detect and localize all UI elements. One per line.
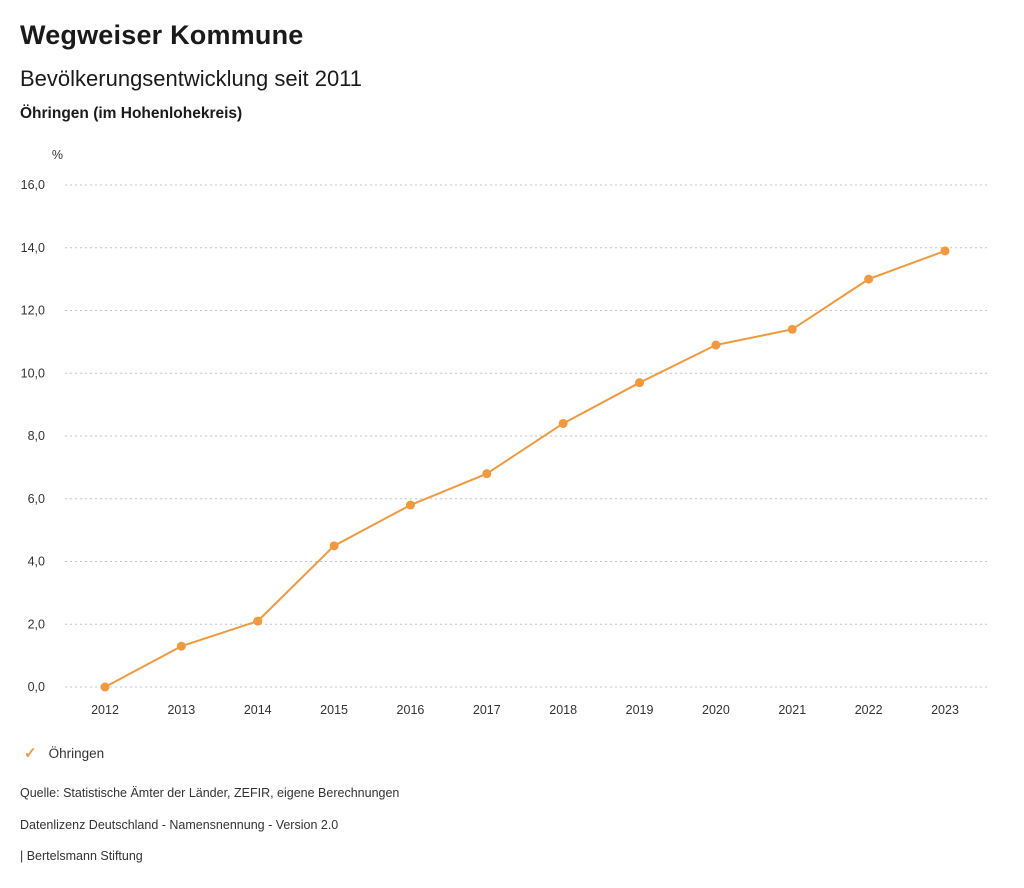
- data-point[interactable]: [940, 246, 950, 256]
- data-point[interactable]: [787, 324, 797, 334]
- page-title: Wegweiser Kommune: [20, 20, 304, 50]
- x-tick-label: 2020: [702, 703, 730, 717]
- chart-subtitle: Bevölkerungsentwicklung seit 2011: [20, 66, 363, 91]
- y-tick-label: 4,0: [28, 555, 45, 569]
- data-point[interactable]: [482, 469, 492, 479]
- x-tick-label: 2017: [473, 703, 501, 717]
- y-axis-unit-label: %: [52, 148, 63, 162]
- y-tick-label: 6,0: [28, 492, 45, 506]
- data-point[interactable]: [635, 378, 645, 388]
- legend-label: Öhringen: [48, 746, 105, 761]
- x-tick-label: 2016: [397, 703, 425, 717]
- data-point[interactable]: [711, 340, 721, 350]
- x-tick-label: 2013: [167, 703, 195, 717]
- y-tick-label: 0,0: [28, 680, 45, 694]
- attribution-text: | Bertelsmann Stiftung: [20, 849, 143, 863]
- x-tick-label: 2019: [626, 703, 654, 717]
- y-tick-label: 8,0: [28, 429, 45, 443]
- x-tick-label: 2023: [931, 703, 959, 717]
- chart-svg: % 0,0 2,0 4,0 6,0 8,0 10,0 12,0 14,0 16,0 2012 201…: [21, 148, 990, 717]
- y-tick-label: 14,0: [21, 241, 45, 255]
- legend: ✓ Öhringen: [24, 746, 104, 761]
- data-point[interactable]: [405, 500, 415, 510]
- chart-location: Öhringen (im Hohenlohekreis): [20, 105, 243, 122]
- source-text: Quelle: Statistische Ämter der Länder, Z…: [20, 786, 400, 800]
- data-point[interactable]: [558, 418, 568, 428]
- check-icon: ✓: [24, 745, 37, 762]
- data-point[interactable]: [253, 616, 263, 626]
- line-chart: % 0,0 2,0 4,0 6,0 8,0 10,0 12,0 14,0 16,0 2012 201…: [0, 140, 1024, 740]
- data-point[interactable]: [176, 641, 186, 651]
- license-text: Datenlizenz Deutschland - Namensnennung …: [20, 818, 339, 832]
- data-point[interactable]: [864, 274, 874, 284]
- y-tick-label: 16,0: [21, 178, 45, 192]
- x-tick-label: 2021: [778, 703, 806, 717]
- x-tick-label: 2022: [855, 703, 883, 717]
- x-tick-label: 2015: [320, 703, 348, 717]
- x-tick-label: 2014: [244, 703, 272, 717]
- y-tick-label: 10,0: [21, 366, 45, 380]
- data-point[interactable]: [329, 541, 339, 551]
- y-tick-label: 12,0: [21, 304, 45, 318]
- x-tick-label: 2012: [91, 703, 119, 717]
- y-tick-label: 2,0: [28, 617, 45, 631]
- x-tick-label: 2018: [549, 703, 577, 717]
- data-point[interactable]: [100, 682, 110, 692]
- series-line: [104, 249, 946, 688]
